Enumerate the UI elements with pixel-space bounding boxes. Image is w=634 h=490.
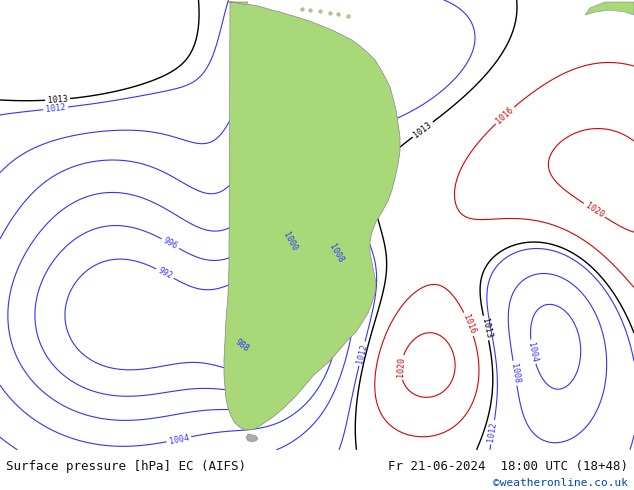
Text: 1013: 1013 [412,120,434,139]
Text: 1016: 1016 [461,313,477,335]
Text: 1008: 1008 [327,243,345,264]
Text: ©weatheronline.co.uk: ©weatheronline.co.uk [493,478,628,488]
Text: 1012: 1012 [355,343,369,365]
Polygon shape [224,2,400,430]
Text: Surface pressure [hPa] EC (AIFS): Surface pressure [hPa] EC (AIFS) [6,460,247,473]
Text: 1013: 1013 [479,318,493,339]
Text: 1012: 1012 [45,103,66,114]
Text: 996: 996 [162,236,179,251]
Polygon shape [246,434,258,442]
Text: 1004: 1004 [526,341,539,363]
Polygon shape [585,2,634,15]
Text: 1013: 1013 [48,95,68,105]
Text: 1020: 1020 [583,201,605,220]
Text: 1008: 1008 [509,363,521,384]
Text: 1020: 1020 [396,357,406,378]
Text: 988: 988 [234,337,251,353]
Text: 1012: 1012 [486,421,498,443]
Text: 992: 992 [156,266,174,281]
Text: Fr 21-06-2024  18:00 UTC (18+48): Fr 21-06-2024 18:00 UTC (18+48) [387,460,628,473]
Text: 1004: 1004 [168,433,190,446]
Text: 1016: 1016 [495,105,515,125]
Polygon shape [228,2,248,5]
Text: 1000: 1000 [281,231,299,252]
